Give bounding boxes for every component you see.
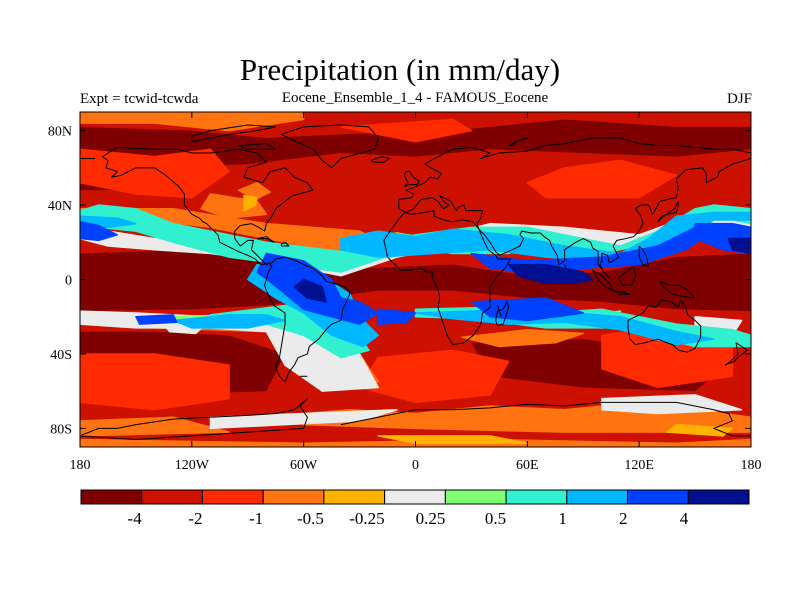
coastline — [340, 401, 751, 437]
coastline — [264, 256, 351, 383]
map-plot-area — [80, 112, 751, 447]
coastline — [564, 264, 567, 269]
field-region-blue — [470, 297, 584, 322]
lat-tick-label: 40S — [50, 348, 72, 363]
colorbar-swatch — [80, 489, 143, 505]
coastline — [638, 245, 649, 267]
coastline — [657, 200, 679, 223]
field-region-blue — [80, 221, 119, 242]
colorbar-swatch — [687, 489, 750, 505]
field-region-dark-red — [80, 119, 751, 168]
field-region-blue — [377, 308, 417, 325]
colorbar-swatch — [384, 489, 446, 505]
colorbar-label: 0.25 — [416, 509, 446, 528]
lat-tick-label: 40N — [48, 199, 72, 214]
lon-tick-label: 120E — [624, 458, 654, 473]
lon-tick-label: 60W — [290, 458, 318, 473]
coastline — [370, 156, 390, 163]
field-region-light-red — [80, 353, 230, 411]
coastline — [495, 301, 510, 327]
colorbar-label: -2 — [188, 509, 202, 528]
colorbar-label: -1 — [249, 509, 263, 528]
lat-tick-label: 80N — [48, 125, 72, 140]
coastline — [627, 299, 702, 353]
colorbar-swatch — [444, 489, 507, 505]
colorbar-swatch — [566, 489, 629, 505]
experiment-label: Expt = tcwid-tcwda — [80, 91, 199, 107]
colorbar-swatch — [627, 489, 689, 505]
precip-field-layer — [80, 112, 751, 447]
field-region-dark-navy — [727, 237, 751, 255]
colorbar-swatch — [505, 489, 568, 505]
field-region-orange-red — [80, 112, 305, 132]
coastline — [403, 171, 420, 187]
field-region-light-red — [526, 159, 678, 199]
coastline — [191, 124, 277, 143]
coastline — [724, 342, 748, 366]
coastline — [398, 137, 751, 209]
coastline — [281, 124, 379, 169]
colorbar-swatch — [262, 489, 325, 505]
coastline — [256, 236, 275, 243]
field-region-orange — [461, 329, 584, 348]
field-region-orange-red — [80, 416, 230, 437]
colorbar-swatch — [323, 489, 386, 505]
colorbar-swatch — [141, 489, 203, 505]
colorbar-label: 0.5 — [485, 509, 506, 528]
coastline — [238, 143, 277, 150]
field-region-light-red — [340, 118, 473, 143]
map-axes: 80N 40N 0 40S 80S 180 120W 60W 0 60E 120E 180 — [48, 112, 762, 473]
colorbar-label: -0.25 — [349, 509, 384, 528]
colorbar-swatch — [201, 489, 264, 505]
season-label: DJF — [726, 91, 752, 107]
colorbar-label: 4 — [680, 509, 689, 528]
lon-tick-label: 180 — [741, 458, 762, 473]
lon-tick-label: 0 — [412, 458, 419, 473]
lon-tick-label: 180 — [70, 458, 91, 473]
colorbar-label: 1 — [558, 509, 567, 528]
colorbar: -4 -2 -1 -0.5 -0.25 0.25 0.5 1 2 4 — [80, 489, 750, 528]
coastline — [383, 210, 512, 346]
field-region-dark-red — [80, 249, 751, 312]
coastline — [280, 241, 290, 247]
coastline — [102, 146, 314, 266]
field-region-light-red — [80, 148, 230, 199]
ensemble-label: Eocene_Ensemble_1_4 - FAMOUS_Eocene — [281, 90, 549, 106]
coastline — [659, 280, 696, 299]
lon-tick-label: 120W — [175, 458, 210, 473]
field-region-dark-navy — [507, 263, 594, 284]
coastline — [508, 137, 528, 146]
lat-tick-label: 0 — [65, 274, 72, 289]
colorbar-label: -4 — [128, 509, 143, 528]
coastline — [612, 290, 631, 295]
field-region-yellow-orange — [243, 195, 258, 212]
coastline — [618, 265, 636, 286]
coastline — [497, 305, 502, 317]
lat-tick-label: 80S — [50, 422, 72, 437]
field-region-dark-navy — [293, 278, 327, 303]
map-title: Precipitation (in mm/day) — [239, 52, 561, 87]
lon-tick-label: 60E — [516, 458, 539, 473]
colorbar-label: 2 — [619, 509, 628, 528]
coastline-layer — [80, 124, 751, 441]
coastline — [80, 398, 308, 441]
coastline — [398, 158, 751, 279]
field-region-blue — [135, 314, 178, 325]
colorbar-label: -0.5 — [297, 509, 324, 528]
